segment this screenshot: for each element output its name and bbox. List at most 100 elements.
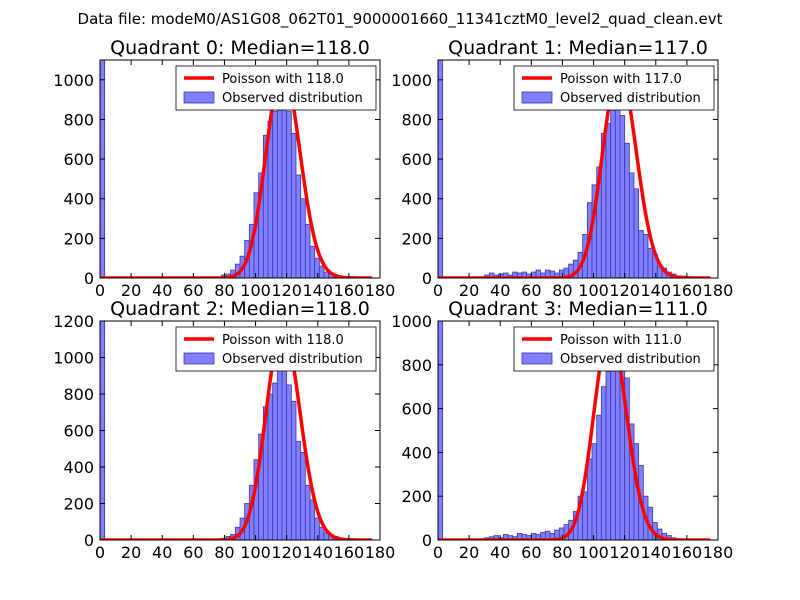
x-tick-label: 180: [365, 543, 396, 562]
histogram-bar: [438, 321, 444, 540]
y-tick-label: 600: [401, 150, 432, 169]
y-tick-label: 600: [63, 150, 94, 169]
y-tick-label: 1000: [391, 312, 432, 331]
histogram-bar: [267, 393, 274, 540]
histogram-bar: [300, 451, 306, 540]
x-tick-label: 120: [609, 543, 640, 562]
y-tick-label: 0: [422, 269, 432, 288]
x-tick-label: 80: [552, 543, 572, 562]
y-tick-label: 800: [63, 385, 94, 404]
y-tick-label: 0: [422, 531, 432, 550]
histogram-bar: [638, 230, 644, 278]
poisson-curve: [438, 330, 711, 540]
y-tick-label: 200: [63, 495, 94, 514]
x-tick-label: 160: [334, 543, 365, 562]
legend-label-poisson: Poisson with 111.0: [560, 333, 682, 348]
histogram-bar: [100, 60, 106, 278]
histogram-bar: [586, 458, 593, 540]
legend-bar-swatch: [183, 91, 215, 104]
axes-frame: [437, 320, 719, 541]
histogram-bar: [295, 174, 302, 278]
subplot-3: 0 20 40 60 80 100 120 140 160 180 0 200 400 600 800 100…: [391, 298, 733, 562]
histogram-bar: [304, 224, 311, 278]
subplot-1: 0 20 40 60 80 100 120 140 160 180 0 200 400 600 800 100…: [391, 37, 733, 300]
x-tick-label: 0: [433, 281, 443, 300]
legend: Poisson with 118.0 Observed distribution: [175, 65, 377, 111]
x-tick-label: 40: [152, 543, 172, 562]
x-tick-label: 80: [552, 281, 572, 300]
histogram-bar: [600, 386, 607, 540]
subplot-2: 0 20 40 60 80 100 120 140 160 180 0 200 400 600 800 100…: [53, 298, 395, 562]
legend-label-observed: Observed distribution: [560, 352, 701, 367]
x-tick-label: 100: [240, 543, 271, 562]
x-tick-label: 180: [703, 281, 734, 300]
x-tick-label: 20: [459, 543, 479, 562]
subplot-0: 0 20 40 60 80 100 120 140 160 180 0 200 400 600 800 100…: [53, 37, 395, 300]
histogram-bar: [642, 233, 649, 278]
histogram-bar: [290, 400, 297, 540]
legend-bar-swatch: [521, 91, 553, 104]
x-tick-label: 140: [303, 281, 334, 300]
x-tick-label: 180: [703, 543, 734, 562]
x-tick-label: 40: [490, 281, 510, 300]
y-tick-label: 200: [63, 229, 94, 248]
axes-frame: [437, 59, 719, 279]
legend-label-poisson: Poisson with 118.0: [222, 333, 344, 348]
histogram-bar: [323, 271, 330, 278]
plot-area: [100, 60, 373, 278]
x-tick-label: 140: [641, 543, 672, 562]
axes-frame: [99, 59, 381, 279]
y-tick-label: 400: [63, 458, 94, 477]
histogram-bar: [318, 526, 325, 540]
x-tick-label: 140: [303, 543, 334, 562]
x-tick-label: 100: [578, 543, 609, 562]
x-tick-label: 100: [240, 281, 271, 300]
histogram-bar: [272, 111, 278, 278]
histogram-bar: [314, 257, 320, 278]
y-tick-label: 400: [401, 190, 432, 209]
y-tick-label: 800: [401, 110, 432, 129]
subplot-title: Quadrant 3: Median=111.0: [448, 298, 708, 320]
y-tick-label: 400: [401, 443, 432, 462]
y-tick-label: 200: [401, 487, 432, 506]
y-tick-label: 0: [84, 531, 94, 550]
histogram-bar: [619, 115, 626, 278]
poisson-curve: [100, 326, 373, 540]
histogram-bar: [610, 89, 616, 278]
histogram-bar: [605, 370, 612, 540]
y-tick-label: 0: [84, 269, 94, 288]
x-tick-label: 0: [433, 543, 443, 562]
x-tick-label: 60: [183, 281, 203, 300]
histogram-bar: [610, 351, 616, 540]
x-tick-label: 120: [609, 281, 640, 300]
x-tick-label: 120: [271, 543, 302, 562]
x-tick-label: 140: [641, 281, 672, 300]
legend-bar-swatch: [521, 352, 553, 365]
histogram-bar: [314, 517, 320, 540]
subplot-title: Quadrant 2: Median=118.0: [110, 298, 370, 320]
histogram-bar: [309, 499, 316, 540]
histogram-bar: [309, 245, 316, 278]
poisson-curve: [100, 68, 373, 278]
x-tick-label: 60: [521, 543, 541, 562]
legend-bar-swatch: [183, 352, 215, 365]
legend-label-observed: Observed distribution: [560, 91, 701, 106]
histogram-bar: [300, 198, 306, 278]
y-tick-label: 600: [63, 422, 94, 441]
histogram-bar: [596, 414, 602, 540]
legend-label-poisson: Poisson with 118.0: [222, 72, 344, 87]
histogram-bar: [624, 142, 630, 278]
histogram-bar: [438, 60, 444, 278]
histogram-bar: [591, 443, 598, 540]
y-tick-label: 1000: [53, 71, 94, 90]
legend: Poisson with 111.0 Observed distribution: [513, 326, 715, 372]
x-tick-label: 160: [672, 543, 703, 562]
histogram-bar: [605, 123, 612, 278]
x-tick-label: 60: [183, 543, 203, 562]
histogram-bar: [628, 172, 635, 278]
histogram-bar: [614, 87, 621, 278]
x-tick-label: 20: [121, 281, 141, 300]
x-tick-label: 20: [121, 543, 141, 562]
legend: Poisson with 118.0 Observed distribution: [175, 326, 377, 372]
